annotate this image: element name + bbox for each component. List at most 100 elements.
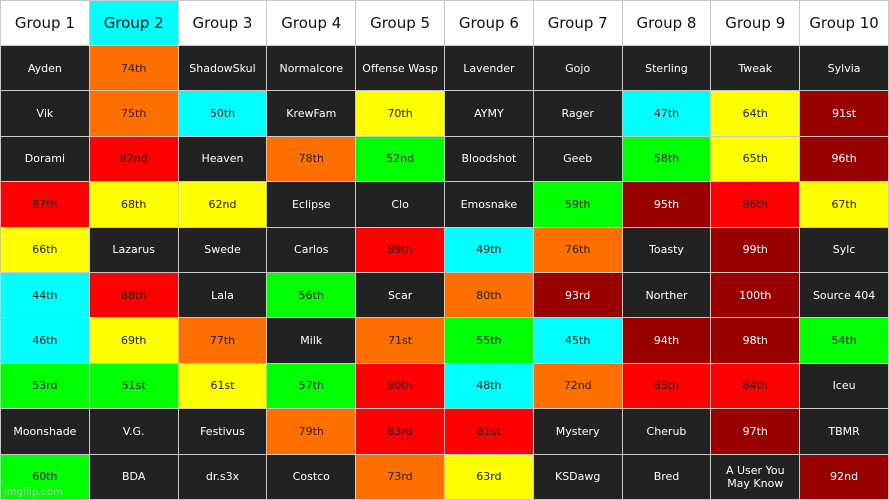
grid-cell: 99th [710,226,801,273]
table-row: Dorami 82nd Heaven 78th 52nd Bloodshot Geeb 58t… [0,135,889,183]
grid-cell: 45th [532,317,623,364]
table-row: 53rd 51st 61st 57th 90th 48th 72nd 85th 84th Iceu [0,362,889,410]
grid-cell: 100th [710,271,801,319]
grid-cell: Emosnake [443,181,534,228]
grid-cell: 65th [710,135,801,183]
grid-cell: 50th [177,90,268,137]
grid-cell: 64th [710,90,801,137]
table-row: Ayden 74th ShadowSkul Normalcore Offense Was… [0,44,889,92]
grid-cell: Toasty [621,226,712,273]
grid-cell: 60th [0,453,90,500]
grid-cell: Lavender [443,44,534,92]
grid-cell: KSDawg [532,453,623,500]
grid-cell: 56th [266,271,357,319]
grid-cell: 77th [177,317,268,364]
grid-cell: 95th [621,181,712,228]
grid-cell: AYMY [443,90,534,137]
grid-cell: Mystery [532,408,623,455]
grid-cell: Gojo [532,44,623,92]
grid-cell: Normalcore [266,44,357,92]
grid-cell: dr.s3x [177,453,268,500]
grid-cell: 82nd [88,135,179,183]
grid-cell: Scar [355,271,445,319]
grid-cell: Carlos [266,226,357,273]
table-row: Moonshade V.G. Festivus 79th 83rd 81st Mystery… [0,408,889,455]
grid-cell: Iceu [799,362,889,410]
group-header-7: Group 7 [532,0,623,46]
grid-cell: A User You May Know [710,453,801,500]
grid-cell: 76th [532,226,623,273]
group-header-8: Group 8 [621,0,712,46]
grid-cell: 83rd [355,408,445,455]
grid-cell: 44th [0,271,90,319]
grid-cell: 71st [355,317,445,364]
group-header-5: Group 5 [355,0,445,46]
grid-cell: Bloodshot [443,135,534,183]
grid-cell: Rager [532,90,623,137]
grid-cell: 54th [799,317,889,364]
grid-cell: 58th [621,135,712,183]
grid-cell: Lala [177,271,268,319]
table-row: Vik 75th 50th KrewFam 70th AYMY Rager 47th 64th 9… [0,90,889,137]
group-header-4: Group 4 [266,0,357,46]
grid-cell: 85th [621,362,712,410]
table-row: 44th 88th Lala 56th Scar 80th 93rd Norther 100th… [0,271,889,319]
grid-cell: Cherub [621,408,712,455]
grid-cell: 47th [621,90,712,137]
grid-cell: Geeb [532,135,623,183]
grid-cell: 70th [355,90,445,137]
grid-cell: 97th [710,408,801,455]
grid-cell: Costco [266,453,357,500]
grid-body: Ayden 74th ShadowSkul Normalcore Offense Was… [0,44,889,500]
grid-cell: 88th [88,271,179,319]
grid-cell: 90th [355,362,445,410]
grid-cell: 96th [799,135,889,183]
group-header-10: Group 10 [799,0,889,46]
grid-cell: Swede [177,226,268,273]
grid-cell: Dorami [0,135,90,183]
group-header-9: Group 9 [710,0,801,46]
grid-cell: 66th [0,226,90,273]
grid-cell: 84th [710,362,801,410]
grid-cell: 98th [710,317,801,364]
grid-cell: 87th [0,181,90,228]
grid-cell: TBMR [799,408,889,455]
grid-cell: 68th [88,181,179,228]
grid-cell: Norther [621,271,712,319]
header-row: Group 1 Group 2 Group 3 Group 4 Group 5 Group… [0,0,889,46]
grid-cell: 92nd [799,453,889,500]
grid-cell: 63rd [443,453,534,500]
grid-cell: Moonshade [0,408,90,455]
grid-cell: V.G. [88,408,179,455]
grid-cell: 74th [88,44,179,92]
grid-cell: 62nd [177,181,268,228]
grid-cell: 59th [532,181,623,228]
grid-cell: Eclipse [266,181,357,228]
grid-cell: 72nd [532,362,623,410]
grid-cell: 86th [710,181,801,228]
grid-cell: 79th [266,408,357,455]
grid-cell: 69th [88,317,179,364]
grid-cell: Source 404 [799,271,889,319]
grid-cell: 89th [355,226,445,273]
grid-cell: 75th [88,90,179,137]
table-row: 60th BDA dr.s3x Costco 73rd 63rd KSDawg Bred A U… [0,453,889,500]
grid-cell: 46th [0,317,90,364]
grid-cell: Sylc [799,226,889,273]
grid-cell: Tweak [710,44,801,92]
table-row: 46th 69th 77th Milk 71st 55th 45th 94th 98th 54th [0,317,889,364]
grid-cell: 55th [443,317,534,364]
group-header-6: Group 6 [443,0,534,46]
table-row: 87th 68th 62nd Eclipse Clo Emosnake 59th 95th 86… [0,181,889,228]
grid-cell: Heaven [177,135,268,183]
grid-cell: 78th [266,135,357,183]
grid-cell: 61st [177,362,268,410]
grid-cell: 51st [88,362,179,410]
grid-cell: BDA [88,453,179,500]
grid-cell: Milk [266,317,357,364]
group-header-2: Group 2 [88,0,179,46]
group-header-1: Group 1 [0,0,90,46]
grid-cell: Festivus [177,408,268,455]
grid-cell: 67th [799,181,889,228]
